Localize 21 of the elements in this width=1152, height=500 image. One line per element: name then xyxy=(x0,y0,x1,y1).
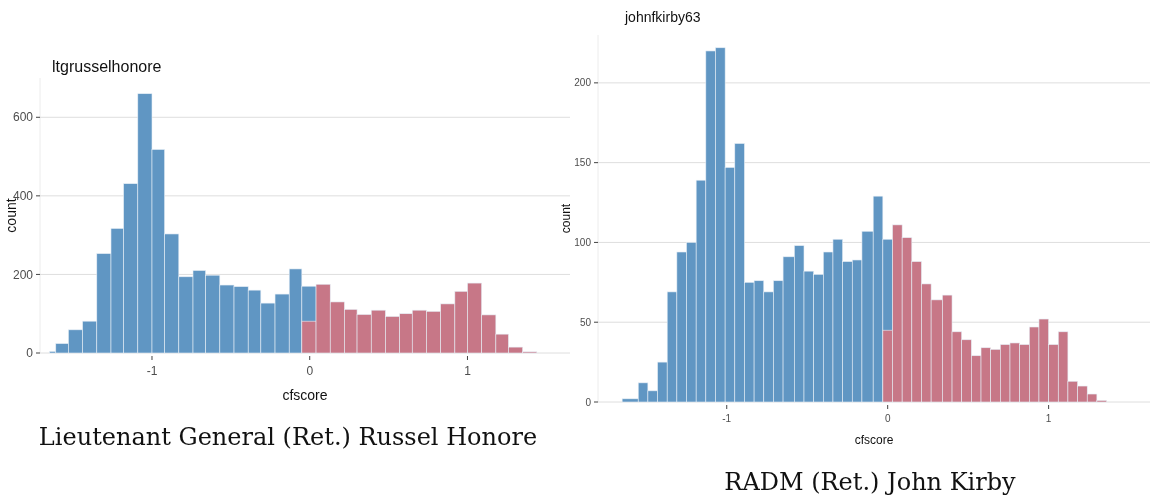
y-tick-label: 150 xyxy=(574,157,592,169)
x-axis-title: cfscore xyxy=(282,387,328,403)
y-tick-label: 100 xyxy=(574,236,592,248)
y-tick-label: 0 xyxy=(585,396,592,408)
y-tick-label: 50 xyxy=(579,316,592,328)
x-tick-label: -1 xyxy=(146,364,158,378)
text: RADM (Ret.) John Kirby xyxy=(724,468,1017,496)
x-tick-label: 0 xyxy=(884,413,891,424)
x-tick-label: 1 xyxy=(464,364,472,378)
y-tick-label: 600 xyxy=(12,110,34,125)
x-tick-label: 0 xyxy=(306,364,314,378)
chart-title: ltgrusselhonore xyxy=(52,58,162,75)
x-axis-title: cfscore xyxy=(854,433,894,447)
x-tick-label: -1 xyxy=(722,413,732,424)
y-tick-label: 0 xyxy=(26,346,34,361)
y-axis-title: count xyxy=(559,203,573,234)
chart-title: johnfkirby63 xyxy=(624,9,701,25)
y-tick-label: 200 xyxy=(12,267,34,282)
x-tick-label: 1 xyxy=(1045,413,1052,424)
text: Lieutenant General (Ret.) Russel Honore xyxy=(38,423,538,451)
y-tick-label: 200 xyxy=(574,77,592,89)
